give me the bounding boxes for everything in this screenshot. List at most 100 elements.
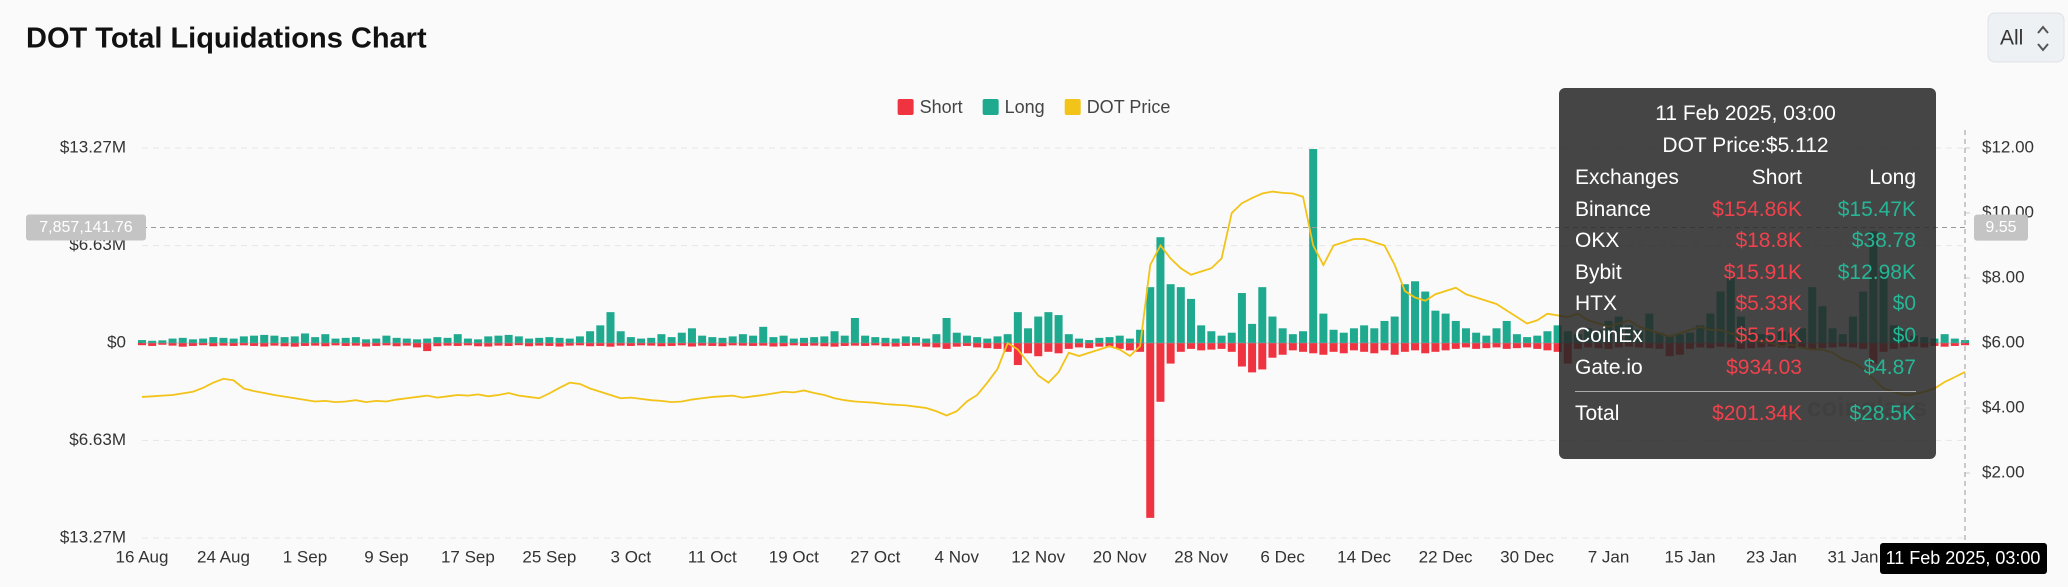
bar [1512, 343, 1521, 349]
tooltip-row-cell: Gate.io [1575, 355, 1643, 379]
tooltip-row-cell: $15.91K [1723, 260, 1802, 284]
bar [1085, 340, 1094, 343]
x-tick-label: 7 Jan [1588, 547, 1630, 566]
bar [525, 338, 534, 343]
bar [219, 343, 228, 346]
bar [616, 343, 625, 346]
bar [1288, 334, 1297, 343]
bar [1024, 343, 1033, 354]
bar [1013, 312, 1022, 343]
bar [545, 337, 554, 343]
bar [861, 343, 870, 346]
period-select[interactable]: All [1987, 12, 2065, 63]
bar [545, 343, 554, 346]
bar [993, 336, 1002, 343]
legend-swatch [897, 99, 914, 115]
bar [779, 343, 788, 347]
bar [912, 343, 921, 346]
bar [148, 340, 157, 343]
bar [250, 335, 259, 343]
bar [799, 337, 808, 343]
bar [1136, 329, 1145, 343]
x-tick-label: 12 Nov [1011, 547, 1065, 566]
bar [1329, 329, 1338, 343]
bar [1349, 328, 1358, 343]
bar [1339, 332, 1348, 343]
bar [1451, 320, 1460, 343]
bar [1105, 337, 1114, 343]
bar [1095, 343, 1104, 347]
bar [443, 337, 452, 343]
legend-swatch [1064, 99, 1081, 115]
bar [983, 338, 992, 343]
bar [708, 343, 717, 346]
bar [1268, 316, 1277, 343]
bar [738, 343, 747, 346]
bar [779, 335, 788, 343]
bar [178, 337, 187, 343]
bar [708, 337, 717, 343]
bar [463, 343, 472, 346]
bar [168, 343, 177, 346]
bar [1533, 343, 1542, 349]
bar [453, 343, 462, 346]
bar [1095, 337, 1104, 343]
bar [1156, 237, 1165, 343]
bar [677, 343, 686, 346]
bar [891, 338, 900, 343]
bar [1512, 334, 1521, 343]
bar [677, 332, 686, 343]
bar [1278, 328, 1287, 343]
bar [138, 343, 146, 346]
bar [1054, 315, 1063, 343]
select-box[interactable] [1987, 12, 2065, 63]
tooltip-header-cell: Short [1751, 166, 1802, 189]
bar [1248, 323, 1257, 343]
bar [351, 343, 360, 346]
bar [1034, 343, 1043, 357]
bar [575, 336, 584, 343]
bar [1421, 343, 1430, 354]
y-tick-label: $0 [107, 332, 126, 351]
bar [1278, 343, 1287, 355]
x-tick-label: 16 Aug [116, 547, 169, 566]
bar [1553, 325, 1562, 343]
bar [311, 343, 320, 346]
bar [514, 336, 523, 343]
bar [942, 318, 951, 343]
bar [912, 337, 921, 343]
bar [1176, 287, 1185, 343]
bar [1125, 338, 1134, 343]
bar [1207, 343, 1216, 350]
bar [1258, 287, 1267, 343]
bar [433, 343, 442, 347]
bar [382, 335, 391, 343]
bar [687, 343, 696, 347]
tooltip-header-cell: Long [1869, 166, 1916, 189]
x-tick-label: 28 Nov [1174, 547, 1228, 566]
bar [412, 343, 421, 348]
bar [1411, 343, 1420, 351]
bar [952, 332, 961, 343]
bar [932, 343, 941, 348]
bar [901, 343, 910, 346]
bar [392, 337, 401, 343]
bar [494, 343, 503, 346]
bar [1380, 320, 1389, 343]
bar [1074, 338, 1083, 343]
tooltip-row: CoinEx $5.51K $0 [1575, 320, 1916, 352]
y2-tick-label: $4.00 [1982, 397, 2025, 416]
tooltip-row-cell: Binance [1575, 197, 1651, 221]
bar [474, 339, 483, 343]
tooltip-header-cell: Exchanges [1575, 166, 1679, 189]
bar [1441, 313, 1450, 343]
bar [901, 336, 910, 343]
select-value[interactable]: All [2000, 27, 2023, 50]
bar [1502, 320, 1511, 343]
bar [1125, 343, 1134, 351]
bar [830, 331, 839, 343]
bar [402, 343, 411, 346]
bar [1003, 343, 1012, 352]
y2-tick-label: $2.00 [1982, 462, 2025, 481]
bar [290, 343, 299, 347]
